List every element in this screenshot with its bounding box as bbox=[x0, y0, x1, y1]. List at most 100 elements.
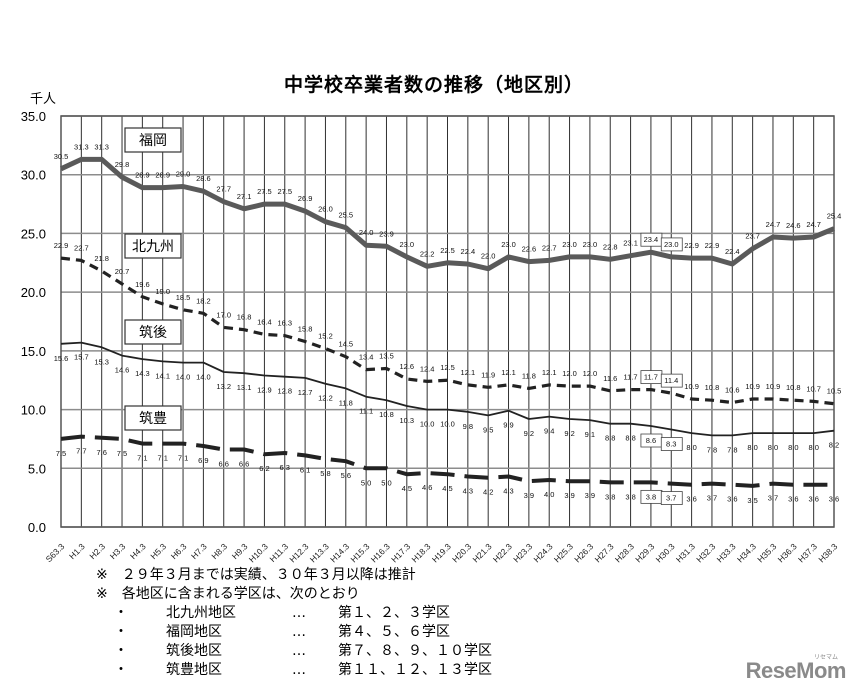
x-tick-label: H11.3 bbox=[268, 541, 291, 564]
y-tick-label: 25.0 bbox=[21, 226, 46, 241]
data-label: 8.6 bbox=[646, 436, 656, 445]
x-axis-ticks: S63.3 H1.3 H2.3 H3.3 H4.3 H5.3 H6.3 H7.3 H8.3 H9.… bbox=[44, 541, 840, 564]
y-tick-label: 20.0 bbox=[21, 285, 46, 300]
x-tick-label: H3.3 bbox=[108, 541, 128, 561]
data-label: 12.8 bbox=[277, 387, 292, 396]
y-tick-label: 35.0 bbox=[21, 109, 46, 124]
data-label: 22.6 bbox=[522, 245, 537, 254]
x-tick-label: H17.3 bbox=[389, 541, 412, 564]
data-label: 3.8 bbox=[625, 492, 635, 501]
series-name-label: 北九州 bbox=[132, 239, 174, 255]
data-label: 15.2 bbox=[318, 332, 333, 341]
data-label: 16.8 bbox=[237, 313, 252, 322]
x-tick-label: H2.3 bbox=[87, 541, 107, 561]
data-label: 3.9 bbox=[564, 491, 574, 500]
district-row-chikugo: ・ 筑後地区 … 第７、８、９、１０学区 bbox=[114, 643, 492, 659]
data-label: 3.7 bbox=[707, 494, 717, 503]
data-label: 7.5 bbox=[117, 449, 127, 458]
data-label: 23.4 bbox=[644, 235, 659, 244]
x-tick-label: H18.3 bbox=[409, 541, 432, 564]
data-label: 7.1 bbox=[137, 454, 147, 463]
data-label: 10.3 bbox=[400, 416, 415, 425]
data-label: 10.6 bbox=[725, 386, 740, 395]
data-label: 15.8 bbox=[298, 324, 313, 333]
data-label: 8.0 bbox=[747, 443, 757, 452]
data-label: 22.9 bbox=[705, 241, 720, 250]
data-label: 3.5 bbox=[747, 496, 757, 505]
data-label: 10.8 bbox=[705, 383, 720, 392]
data-label: 29.0 bbox=[176, 169, 191, 178]
district-row-chikuho: ・ 筑豊地区 … 第１１、１２、１３学区 bbox=[114, 662, 492, 678]
data-label: 7.8 bbox=[707, 445, 717, 454]
data-label: 27.5 bbox=[257, 187, 272, 196]
data-label: 22.4 bbox=[725, 247, 740, 256]
data-label: 23.9 bbox=[379, 229, 394, 238]
data-label: 12.0 bbox=[562, 369, 577, 378]
data-label: 7.6 bbox=[96, 448, 106, 457]
x-tick-label: H29.3 bbox=[633, 541, 656, 564]
data-label: 6.2 bbox=[259, 464, 269, 473]
series-name-box bbox=[124, 405, 182, 431]
data-label: 22.5 bbox=[440, 246, 455, 255]
highlight-box bbox=[660, 491, 683, 505]
data-label: 10.9 bbox=[745, 382, 760, 391]
data-label: 15.3 bbox=[94, 357, 109, 366]
chart-title: 中学校卒業者数の推移（地区別） bbox=[283, 74, 584, 96]
data-label: 6.6 bbox=[219, 459, 229, 468]
data-label: 8.0 bbox=[686, 443, 696, 452]
series-line-2 bbox=[60, 341, 835, 437]
data-label: 5.6 bbox=[341, 471, 351, 480]
data-label: 14.5 bbox=[338, 340, 353, 349]
data-label: 23.0 bbox=[664, 240, 679, 249]
data-label: 25.4 bbox=[827, 212, 842, 221]
data-label: 10.9 bbox=[766, 382, 781, 391]
x-tick-label: H36.3 bbox=[776, 541, 799, 564]
data-label: 12.2 bbox=[318, 394, 333, 403]
data-label: 17.0 bbox=[216, 310, 231, 319]
data-label: 16.4 bbox=[257, 317, 272, 326]
data-label: 3.7 bbox=[768, 494, 778, 503]
highlight-box bbox=[660, 437, 683, 451]
data-label: 27.7 bbox=[216, 185, 231, 194]
data-label: 23.0 bbox=[400, 240, 415, 249]
x-tick-label: H25.3 bbox=[552, 541, 575, 564]
data-label: 20.7 bbox=[115, 267, 130, 276]
data-label: 23.0 bbox=[583, 240, 598, 249]
data-label: 10.7 bbox=[806, 384, 821, 393]
data-label: 24.0 bbox=[359, 228, 374, 237]
data-label: 7.8 bbox=[727, 445, 737, 454]
y-tick-label: 10.0 bbox=[21, 403, 46, 418]
data-label: 22.4 bbox=[461, 247, 476, 256]
data-label: 27.1 bbox=[237, 192, 252, 201]
data-label: 12.7 bbox=[298, 388, 313, 397]
data-label: 7.1 bbox=[157, 454, 167, 463]
x-tick-label: H19.3 bbox=[430, 541, 453, 564]
x-tick-label: H21.3 bbox=[470, 541, 493, 564]
data-label: 9.2 bbox=[524, 429, 534, 438]
data-label: 19.0 bbox=[155, 287, 170, 296]
data-label: 31.3 bbox=[94, 142, 109, 151]
data-label: 4.3 bbox=[503, 487, 513, 496]
series-line-1 bbox=[60, 256, 835, 406]
data-label: 19.6 bbox=[135, 280, 150, 289]
data-label: 12.4 bbox=[420, 364, 435, 373]
data-label: 6.6 bbox=[239, 459, 249, 468]
x-tick-label: H22.3 bbox=[491, 541, 514, 564]
data-label: 7.5 bbox=[56, 449, 66, 458]
data-label: 18.5 bbox=[176, 293, 191, 302]
data-label: 6.9 bbox=[198, 456, 208, 465]
data-label: 9.4 bbox=[544, 427, 554, 436]
data-label: 10.0 bbox=[420, 420, 435, 429]
data-label: 12.9 bbox=[257, 386, 272, 395]
data-label: 24.6 bbox=[786, 221, 801, 230]
data-label: 22.2 bbox=[420, 249, 435, 258]
y-tick-label: 15.0 bbox=[21, 344, 46, 359]
data-label: 26.0 bbox=[318, 205, 333, 214]
data-label: 11.9 bbox=[481, 370, 495, 379]
data-label: 15.7 bbox=[74, 353, 89, 362]
data-label: 11.1 bbox=[359, 407, 373, 416]
data-label: 5.0 bbox=[381, 478, 391, 487]
data-label: 8.8 bbox=[605, 434, 615, 443]
data-label: 3.6 bbox=[788, 495, 798, 504]
